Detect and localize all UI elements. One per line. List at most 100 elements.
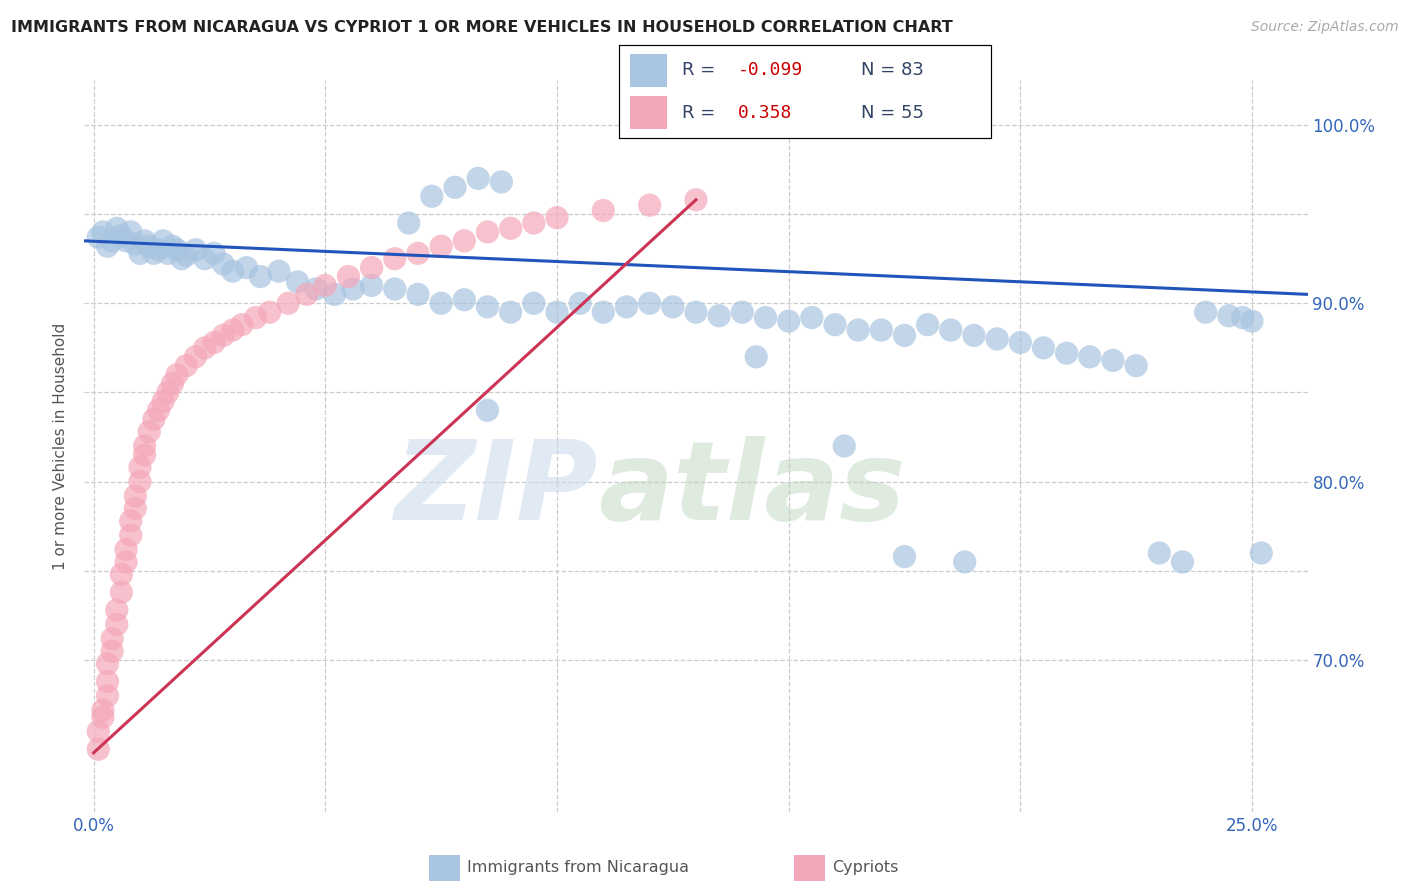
Point [124, 237, 146, 252]
Point [846, 323, 869, 337]
Point [101, 632, 124, 646]
Point [685, 193, 707, 207]
Point [124, 489, 146, 503]
Point [184, 350, 207, 364]
Point [101, 644, 124, 658]
Point [96, 689, 118, 703]
Point [101, 234, 124, 248]
Point [1250, 546, 1272, 560]
Point [685, 305, 707, 319]
Point [499, 305, 522, 319]
Point [953, 555, 976, 569]
Point [420, 189, 443, 203]
Point [824, 318, 846, 332]
Point [754, 310, 776, 325]
Point [231, 318, 253, 332]
Point [287, 275, 309, 289]
Point [342, 282, 364, 296]
Point [87, 724, 110, 739]
Point [221, 323, 243, 337]
Point [134, 234, 156, 248]
Point [662, 300, 685, 314]
Point [194, 252, 217, 266]
Point [430, 296, 453, 310]
Point [800, 310, 823, 325]
Text: R =: R = [682, 62, 721, 79]
Point [212, 328, 235, 343]
Point [105, 221, 128, 235]
Point [138, 239, 160, 253]
Point [870, 323, 893, 337]
Point [1149, 546, 1171, 560]
Point [142, 412, 165, 426]
Point [162, 376, 184, 391]
Point [152, 394, 174, 409]
Point [166, 368, 188, 382]
Point [477, 403, 499, 417]
Point [832, 439, 855, 453]
Text: 0.358: 0.358 [738, 103, 792, 121]
Point [467, 171, 489, 186]
Point [212, 257, 235, 271]
Point [638, 296, 661, 310]
Text: Source: ZipAtlas.com: Source: ZipAtlas.com [1251, 20, 1399, 34]
Point [731, 305, 754, 319]
Point [96, 239, 118, 253]
Point [360, 278, 382, 293]
Point [477, 300, 499, 314]
Text: Immigrants from Nicaragua: Immigrants from Nicaragua [467, 861, 689, 875]
Point [398, 216, 420, 230]
Point [110, 567, 132, 582]
Point [893, 549, 915, 564]
Point [546, 211, 568, 225]
Point [105, 603, 128, 617]
Point [337, 269, 360, 284]
Text: N = 55: N = 55 [860, 103, 924, 121]
Point [707, 309, 730, 323]
Point [129, 460, 152, 475]
Point [120, 225, 142, 239]
Point [360, 260, 382, 275]
Point [1195, 305, 1218, 319]
Point [120, 528, 142, 542]
Point [120, 514, 142, 528]
Point [156, 246, 179, 260]
Point [444, 180, 467, 194]
Point [142, 246, 165, 260]
Text: IMMIGRANTS FROM NICARAGUA VS CYPRIOT 1 OR MORE VEHICLES IN HOUSEHOLD CORRELATION: IMMIGRANTS FROM NICARAGUA VS CYPRIOT 1 O… [11, 20, 953, 35]
Point [453, 234, 475, 248]
Point [202, 335, 225, 350]
Point [939, 323, 962, 337]
Point [384, 282, 406, 296]
Text: N = 83: N = 83 [860, 62, 924, 79]
Point [87, 742, 110, 756]
Text: -0.099: -0.099 [738, 62, 803, 79]
Point [546, 305, 568, 319]
Point [174, 248, 197, 262]
Point [963, 328, 986, 343]
Point [267, 264, 290, 278]
Point [1240, 314, 1263, 328]
Point [406, 246, 429, 260]
Point [245, 310, 267, 325]
Point [166, 243, 188, 257]
Point [305, 282, 328, 296]
Point [477, 225, 499, 239]
Point [156, 385, 179, 400]
Point [259, 305, 281, 319]
Point [1032, 341, 1054, 355]
Point [893, 328, 915, 343]
Point [295, 287, 318, 301]
Point [523, 216, 546, 230]
Point [491, 175, 513, 189]
Point [277, 296, 299, 310]
FancyBboxPatch shape [630, 96, 666, 129]
Point [1218, 309, 1240, 323]
Point [249, 269, 271, 284]
Point [91, 225, 114, 239]
FancyBboxPatch shape [630, 54, 666, 87]
Point [1171, 555, 1194, 569]
Point [1078, 350, 1101, 364]
Point [129, 475, 152, 489]
Point [96, 657, 118, 671]
